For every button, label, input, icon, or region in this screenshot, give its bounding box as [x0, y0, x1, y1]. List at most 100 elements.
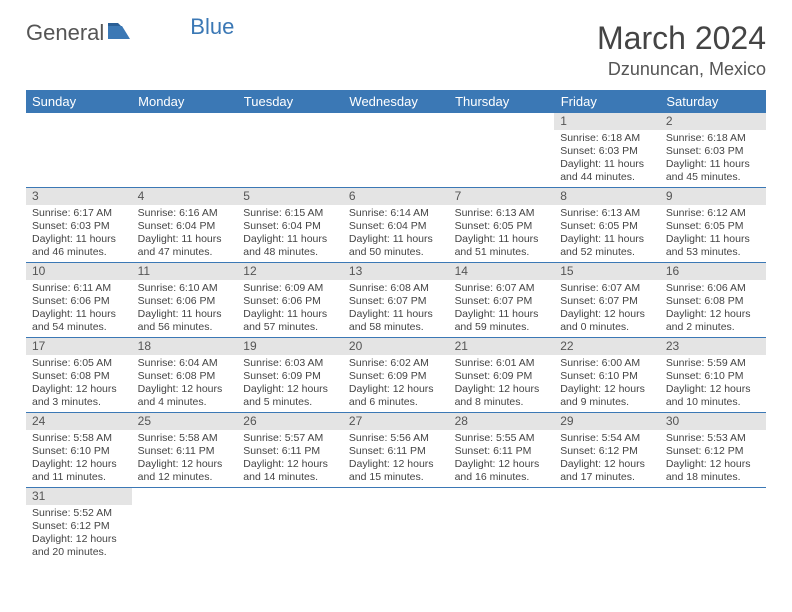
calendar-week: 1Sunrise: 6:18 AMSunset: 6:03 PMDaylight…	[26, 113, 766, 188]
day-details: Sunrise: 6:02 AMSunset: 6:09 PMDaylight:…	[343, 355, 449, 412]
day-number: 4	[132, 188, 238, 205]
calendar-cell: 28Sunrise: 5:55 AMSunset: 6:11 PMDayligh…	[449, 413, 555, 488]
day-details: Sunrise: 6:01 AMSunset: 6:09 PMDaylight:…	[449, 355, 555, 412]
sunset-text: Sunset: 6:08 PM	[32, 370, 126, 383]
daylight-text: Daylight: 12 hours and 4 minutes.	[138, 383, 232, 409]
sunrise-text: Sunrise: 6:17 AM	[32, 207, 126, 220]
day-number: 23	[660, 338, 766, 355]
calendar-cell: 8Sunrise: 6:13 AMSunset: 6:05 PMDaylight…	[554, 188, 660, 263]
day-number: 28	[449, 413, 555, 430]
day-number: 14	[449, 263, 555, 280]
day-details: Sunrise: 6:18 AMSunset: 6:03 PMDaylight:…	[554, 130, 660, 187]
sunset-text: Sunset: 6:04 PM	[349, 220, 443, 233]
day-number: 27	[343, 413, 449, 430]
day-number: 7	[449, 188, 555, 205]
sunrise-text: Sunrise: 5:54 AM	[560, 432, 654, 445]
day-number: 19	[237, 338, 343, 355]
calendar-table: SundayMondayTuesdayWednesdayThursdayFrid…	[26, 90, 766, 562]
sunset-text: Sunset: 6:07 PM	[455, 295, 549, 308]
sunset-text: Sunset: 6:06 PM	[138, 295, 232, 308]
logo-flag-icon	[108, 23, 134, 44]
sunset-text: Sunset: 6:09 PM	[349, 370, 443, 383]
calendar-week: 3Sunrise: 6:17 AMSunset: 6:03 PMDaylight…	[26, 188, 766, 263]
logo-word2: Blue	[190, 14, 234, 40]
day-number: 21	[449, 338, 555, 355]
daylight-text: Daylight: 11 hours and 51 minutes.	[455, 233, 549, 259]
day-header: Friday	[554, 90, 660, 113]
day-number: 11	[132, 263, 238, 280]
day-number: 25	[132, 413, 238, 430]
day-details: Sunrise: 5:56 AMSunset: 6:11 PMDaylight:…	[343, 430, 449, 487]
day-number: 12	[237, 263, 343, 280]
daylight-text: Daylight: 12 hours and 11 minutes.	[32, 458, 126, 484]
sunrise-text: Sunrise: 5:57 AM	[243, 432, 337, 445]
sunset-text: Sunset: 6:03 PM	[666, 145, 760, 158]
daylight-text: Daylight: 11 hours and 52 minutes.	[560, 233, 654, 259]
day-header: Sunday	[26, 90, 132, 113]
page-title: March 2024	[597, 20, 766, 57]
calendar-cell: 22Sunrise: 6:00 AMSunset: 6:10 PMDayligh…	[554, 338, 660, 413]
daylight-text: Daylight: 11 hours and 57 minutes.	[243, 308, 337, 334]
day-header: Thursday	[449, 90, 555, 113]
calendar-cell: 4 Sunrise: 6:16 AMSunset: 6:04 PMDaylight…	[132, 188, 238, 263]
daylight-text: Daylight: 12 hours and 20 minutes.	[32, 533, 126, 559]
sunrise-text: Sunrise: 6:16 AM	[138, 207, 232, 220]
calendar-cell	[449, 488, 555, 563]
day-details: Sunrise: 5:55 AMSunset: 6:11 PMDaylight:…	[449, 430, 555, 487]
day-header-row: SundayMondayTuesdayWednesdayThursdayFrid…	[26, 90, 766, 113]
daylight-text: Daylight: 12 hours and 18 minutes.	[666, 458, 760, 484]
calendar-cell: 3Sunrise: 6:17 AMSunset: 6:03 PMDaylight…	[26, 188, 132, 263]
sunrise-text: Sunrise: 6:03 AM	[243, 357, 337, 370]
day-details: Sunrise: 6:06 AMSunset: 6:08 PMDaylight:…	[660, 280, 766, 337]
title-block: March 2024 Dzununcan, Mexico	[597, 20, 766, 80]
sunrise-text: Sunrise: 6:01 AM	[455, 357, 549, 370]
day-number: 24	[26, 413, 132, 430]
logo-word1: General	[26, 20, 104, 46]
day-details: Sunrise: 6:10 AMSunset: 6:06 PMDaylight:…	[132, 280, 238, 337]
day-details: Sunrise: 6:11 AMSunset: 6:06 PMDaylight:…	[26, 280, 132, 337]
daylight-text: Daylight: 11 hours and 53 minutes.	[666, 233, 760, 259]
sunrise-text: Sunrise: 6:13 AM	[560, 207, 654, 220]
day-details: Sunrise: 5:59 AMSunset: 6:10 PMDaylight:…	[660, 355, 766, 412]
day-number: 18	[132, 338, 238, 355]
sunrise-text: Sunrise: 6:05 AM	[32, 357, 126, 370]
daylight-text: Daylight: 11 hours and 47 minutes.	[138, 233, 232, 259]
sunset-text: Sunset: 6:06 PM	[32, 295, 126, 308]
sunset-text: Sunset: 6:10 PM	[32, 445, 126, 458]
day-header: Wednesday	[343, 90, 449, 113]
calendar-cell: 25Sunrise: 5:58 AMSunset: 6:11 PMDayligh…	[132, 413, 238, 488]
sunset-text: Sunset: 6:08 PM	[138, 370, 232, 383]
day-details: Sunrise: 6:07 AMSunset: 6:07 PMDaylight:…	[554, 280, 660, 337]
calendar-cell: 10Sunrise: 6:11 AMSunset: 6:06 PMDayligh…	[26, 263, 132, 338]
daylight-text: Daylight: 12 hours and 2 minutes.	[666, 308, 760, 334]
sunset-text: Sunset: 6:03 PM	[32, 220, 126, 233]
calendar-cell: 19Sunrise: 6:03 AMSunset: 6:09 PMDayligh…	[237, 338, 343, 413]
daylight-text: Daylight: 12 hours and 15 minutes.	[349, 458, 443, 484]
sunset-text: Sunset: 6:10 PM	[666, 370, 760, 383]
sunrise-text: Sunrise: 5:55 AM	[455, 432, 549, 445]
calendar-cell: 11Sunrise: 6:10 AMSunset: 6:06 PMDayligh…	[132, 263, 238, 338]
daylight-text: Daylight: 12 hours and 10 minutes.	[666, 383, 760, 409]
day-details: Sunrise: 6:03 AMSunset: 6:09 PMDaylight:…	[237, 355, 343, 412]
sunset-text: Sunset: 6:11 PM	[243, 445, 337, 458]
sunrise-text: Sunrise: 6:10 AM	[138, 282, 232, 295]
sunset-text: Sunset: 6:07 PM	[560, 295, 654, 308]
daylight-text: Daylight: 12 hours and 6 minutes.	[349, 383, 443, 409]
day-number: 1	[554, 113, 660, 130]
sunset-text: Sunset: 6:06 PM	[243, 295, 337, 308]
day-header: Monday	[132, 90, 238, 113]
day-number: 9	[660, 188, 766, 205]
sunrise-text: Sunrise: 6:12 AM	[666, 207, 760, 220]
calendar-cell	[343, 488, 449, 563]
sunrise-text: Sunrise: 6:09 AM	[243, 282, 337, 295]
calendar-cell	[132, 113, 238, 188]
day-number: 10	[26, 263, 132, 280]
daylight-text: Daylight: 12 hours and 12 minutes.	[138, 458, 232, 484]
sunset-text: Sunset: 6:08 PM	[666, 295, 760, 308]
day-number: 8	[554, 188, 660, 205]
sunrise-text: Sunrise: 6:13 AM	[455, 207, 549, 220]
calendar-cell: 29Sunrise: 5:54 AMSunset: 6:12 PMDayligh…	[554, 413, 660, 488]
day-details: Sunrise: 5:58 AMSunset: 6:10 PMDaylight:…	[26, 430, 132, 487]
day-details: Sunrise: 6:13 AMSunset: 6:05 PMDaylight:…	[554, 205, 660, 262]
sunset-text: Sunset: 6:04 PM	[138, 220, 232, 233]
